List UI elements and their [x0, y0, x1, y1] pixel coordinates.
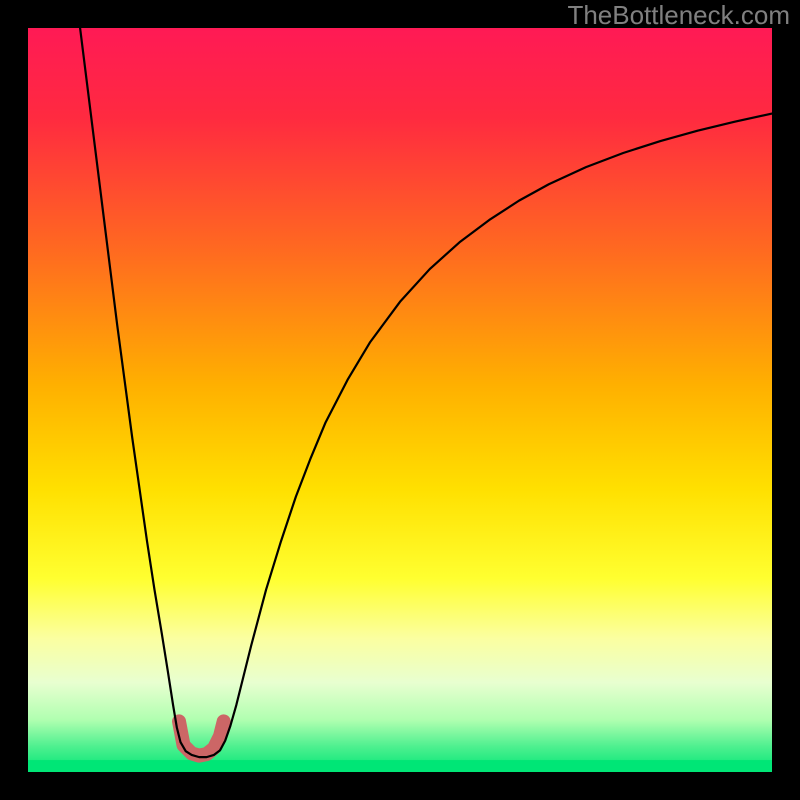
- chart-svg: [28, 28, 772, 772]
- gradient-background: [28, 28, 772, 772]
- bottom-green-band: [28, 760, 772, 772]
- chart-frame: TheBottleneck.com: [0, 0, 800, 800]
- watermark-label: TheBottleneck.com: [567, 0, 790, 31]
- plot-area: [28, 28, 772, 772]
